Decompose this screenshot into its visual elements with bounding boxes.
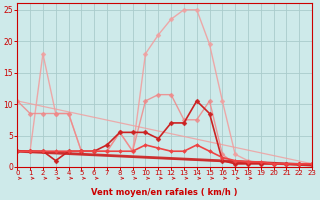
X-axis label: Vent moyen/en rafales ( km/h ): Vent moyen/en rafales ( km/h ) [92, 188, 238, 197]
